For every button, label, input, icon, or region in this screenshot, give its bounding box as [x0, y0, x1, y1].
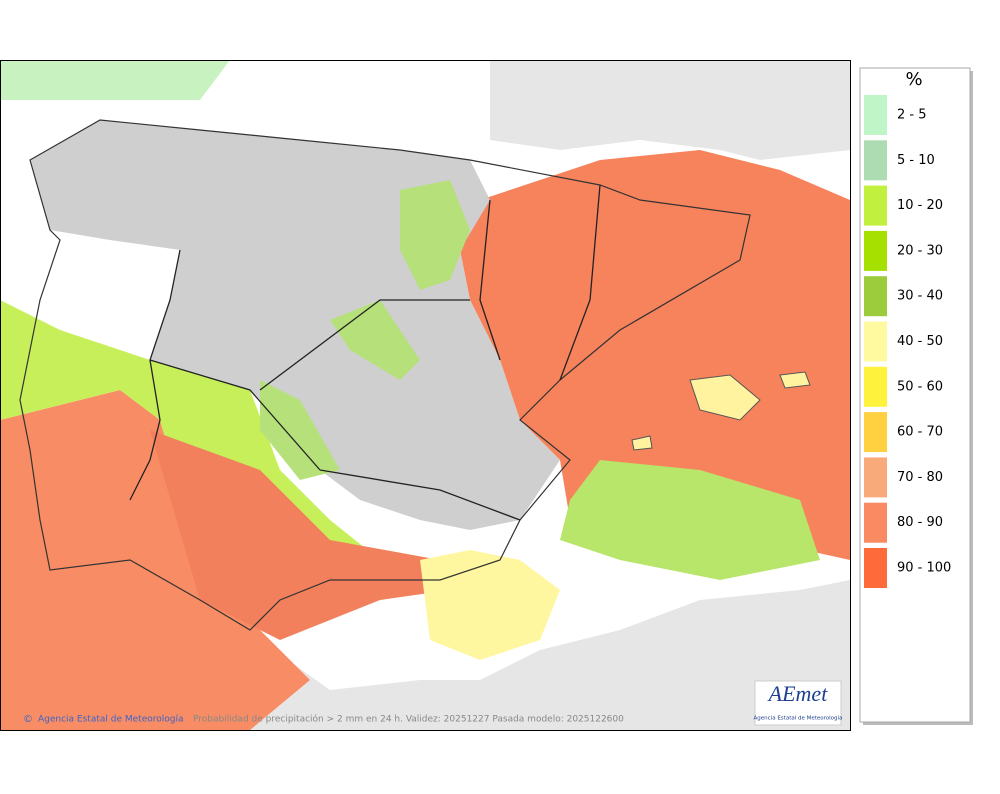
legend-label: 30 - 40: [897, 289, 943, 304]
region-borders: [129, 184, 601, 521]
france: [490, 60, 850, 160]
caption: Probabilidad de precipitación > 2 mm en …: [193, 714, 624, 725]
map-frame: [0, 60, 851, 731]
legend-label: 60 - 70: [897, 425, 943, 440]
map: [0, 60, 850, 730]
legend-swatch: [864, 276, 887, 317]
legend-swatch: [864, 457, 887, 498]
zone-yellow-south: [420, 550, 560, 660]
credit: Agencia Estatal de Meteorología: [38, 715, 184, 725]
legend-label: 70 - 80: [897, 470, 943, 485]
legend-label: 2 - 5: [897, 108, 927, 123]
copyright-symbol: ©: [23, 714, 33, 725]
logo-subtitle: Agencia Estatal de Meteorología: [754, 715, 843, 722]
logo-name: AEmet: [767, 681, 829, 706]
legend-swatch: [864, 412, 887, 453]
coastline: [19, 119, 751, 631]
legend-label: 80 - 90: [897, 515, 943, 530]
legend-label: 50 - 60: [897, 379, 943, 394]
legend-label: 10 - 20: [897, 198, 943, 213]
legend-label: 5 - 10: [897, 153, 935, 168]
zone-green-east: [560, 460, 820, 580]
legend-swatch: [864, 321, 887, 362]
zone-south: [150, 430, 450, 640]
legend-label: 40 - 50: [897, 334, 943, 349]
africa: [180, 580, 850, 730]
legend-title: %: [905, 69, 922, 90]
legend-swatch: [864, 366, 887, 407]
band-north: [0, 60, 230, 100]
legend-swatch: [864, 185, 887, 226]
logo-box: [754, 680, 842, 726]
balearic-islands: [631, 371, 811, 451]
legend-swatch: [864, 95, 887, 135]
legend-swatch: [864, 140, 887, 181]
legend-label: 20 - 30: [897, 243, 943, 258]
zone-green-interior: [260, 180, 470, 480]
legend-swatch: [864, 548, 887, 588]
zone-west: [0, 390, 310, 730]
legend-items: 2 - 5 5 - 10 10 - 20 20 - 30 30 - 40 40 - 50 5…: [864, 95, 951, 588]
legend-swatch: [864, 502, 887, 543]
legend-swatch: [864, 230, 887, 271]
legend-label: 90 - 100: [897, 561, 951, 576]
